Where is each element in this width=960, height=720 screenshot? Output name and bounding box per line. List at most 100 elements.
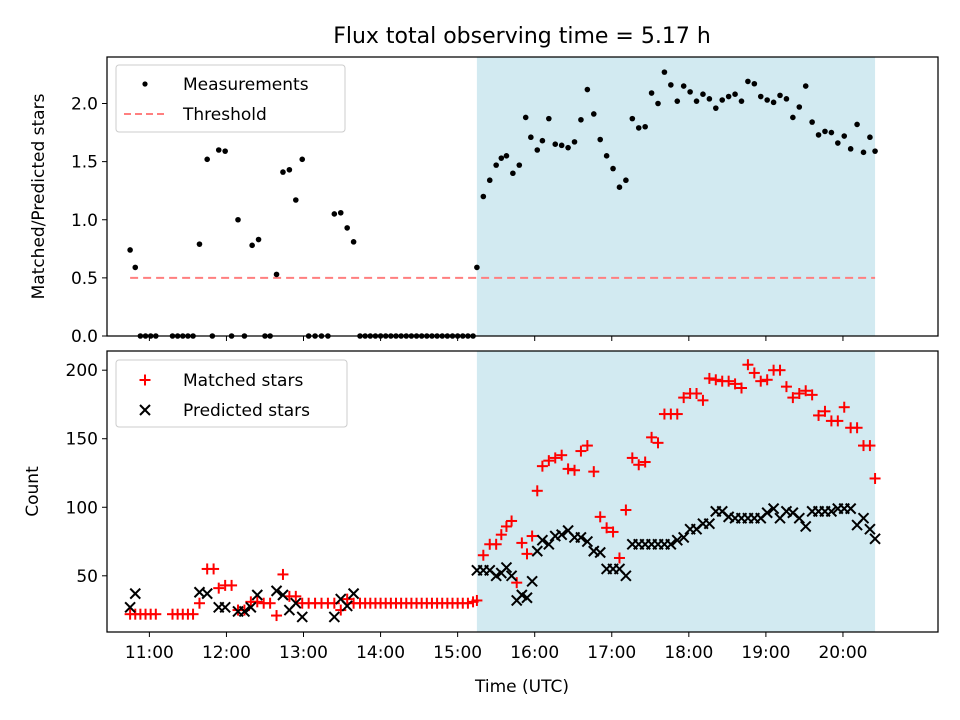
measurement-point [867,134,873,141]
y-tick-label: 100 [66,498,98,518]
count-axes: 50 100 150 200 11:00 12:00 13:00 14:00 15:00 16:… [23,350,939,697]
x-ticks [148,336,844,341]
matched-star-point [531,485,543,497]
legend: Measurements Threshold [115,64,346,133]
predicted-star-point [505,570,518,582]
y-tick-label: 2.0 [71,95,98,115]
measurement-point [719,97,726,103]
matched-star-point [341,593,353,605]
legend-box [115,359,348,428]
x-tick-label: 16:00 [510,643,559,663]
predicted-star-point [531,545,543,557]
matched-star-point [511,577,523,589]
matched-star-point [594,511,606,523]
predicted-star-point [341,600,353,612]
matched-star-point [607,526,619,538]
y-axis-label: Matched/Predicted stars [29,93,49,299]
matched-star-point [639,456,651,468]
measurement-point [546,115,552,122]
matched-star-point [575,445,587,457]
x-tick-label: 19:00 [741,643,790,663]
measurement-point [350,239,357,245]
y-ticks: 50 100 150 200 [66,361,107,587]
legend-predicted-label: Predicted stars [183,401,310,421]
legend-measurements-label: Measurements [183,75,309,95]
legend-plus-glyph [139,374,151,386]
measurement-point [815,132,822,138]
matched-star-point [671,408,683,420]
matched-stars-points [124,359,881,622]
measurement-point [629,115,636,122]
measurement-point [841,133,848,139]
predicted-star-point [251,589,263,601]
matched-star-point [549,452,561,464]
predicted-stars-points [124,502,881,623]
matched-star-point [251,596,263,608]
y-ticks: 0.0 0.5 1.0 1.5 2.0 [71,95,107,347]
predicted-star-point [296,611,308,623]
measurement-point [280,169,286,175]
predicted-star-point [536,534,549,546]
measurement-point [725,93,732,100]
y-tick-label: 1.0 [71,211,98,231]
y-tick-label: 150 [66,430,98,450]
predicted-star-point [129,587,141,600]
measurement-point [196,241,203,247]
matched-star-point [193,597,205,609]
matched-star-point [703,372,715,384]
matched-star-point [581,440,593,452]
measurement-point [828,129,835,136]
axes-frame [106,56,939,337]
matched-star-point [774,364,786,376]
predicted-star-point [500,561,513,574]
measurement-point [286,166,293,173]
measurement-point [299,156,306,163]
matched-star-point [277,568,289,580]
matched-star-point [477,549,489,561]
measurement-point [498,155,505,161]
predicted-star-point [347,587,360,600]
matched-star-point [150,608,162,620]
measurement-point [642,123,648,130]
measurement-point [635,125,642,131]
axes-frame [106,350,939,633]
matched-star-point [729,378,741,390]
matched-star-point [620,504,632,516]
y-tick-label: 200 [66,361,98,381]
measurement-point [486,177,493,184]
predicted-star-point [124,601,136,614]
measurement-point [597,136,604,143]
measurement-point [860,149,867,156]
matched-star-point [462,597,474,609]
x-tick-label: 15:00 [433,643,482,663]
measurement-point [493,162,499,168]
measurement-point [584,86,591,93]
matched-star-point [601,522,613,534]
legend-x-glyph [139,404,151,416]
measurement-points [127,69,878,339]
matched-star-point [490,538,502,550]
measurement-point [872,148,878,154]
matched-star-point [290,590,302,602]
predicted-star-point [543,538,555,550]
y-tick-label: 1.5 [71,153,98,173]
predicted-star-point [864,523,876,535]
measurement-point [764,97,770,103]
measurement-point [648,90,655,96]
matched-star-point [819,405,831,417]
x-ticks: 11:00 12:00 13:00 14:00 15:00 16:00 17:00 18:00… [125,632,867,663]
measurement-point [822,128,828,135]
predicted-star-point [761,507,773,519]
legend-matched-marker [139,374,151,386]
measurement-point [783,96,790,102]
y-tick-label: 0.5 [71,269,98,289]
measurement-point [738,98,745,104]
matched-star-point [613,552,625,564]
matched-star-point [691,387,703,399]
matched-star-point [869,472,881,484]
measurement-point [331,211,338,217]
x-tick-label: 11:00 [125,643,174,663]
measurement-point [796,104,803,110]
matched-star-point [526,530,538,542]
